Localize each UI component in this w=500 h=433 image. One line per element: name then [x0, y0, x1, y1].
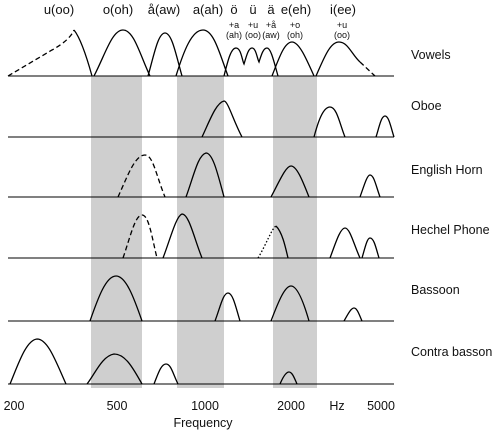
x-tick-label: 1000: [191, 399, 219, 413]
vowel-sub: (oo): [334, 30, 350, 40]
row-label-oboe: Oboe: [411, 99, 442, 113]
x-tick-label: 2000: [277, 399, 305, 413]
vowel-label: e(eh): [281, 2, 311, 17]
x-tick-label: 500: [107, 399, 128, 413]
vowel-label: o(oh): [103, 2, 133, 17]
vowel-sub: (aw): [262, 30, 280, 40]
vowel-i-curve: [315, 41, 361, 77]
band-1000: [177, 76, 224, 388]
vowel-label: a(ah): [193, 2, 223, 17]
vowel-sub: +u: [337, 20, 347, 30]
band-500: [91, 76, 142, 388]
vowel-oe-ue-ae-curve: [223, 47, 279, 77]
x-tick-label: 200: [4, 399, 25, 413]
vowels-curves: [7, 29, 376, 77]
row-baselines: [8, 75, 394, 385]
vowel-labels: u(oo) o(oh) å(aw) a(ah) ö +a (ah) ü +u (…: [44, 2, 356, 40]
oboe-curves: [201, 100, 395, 138]
x-axis-title: Frequency: [173, 416, 233, 430]
vowel-sub: +u: [248, 20, 258, 30]
row-label-contra-bassoon: Contra basson: [411, 345, 492, 359]
vowel-label: ö: [230, 2, 237, 17]
vowel-sub: +o: [290, 20, 300, 30]
vowel-label: u(oo): [44, 2, 74, 17]
formant-bands: [91, 76, 317, 388]
hechel-phone-curves: [122, 213, 380, 259]
x-axis: 200 500 1000 2000 Hz 5000 Frequency: [4, 399, 395, 430]
vowel-sub: (oh): [287, 30, 303, 40]
row-label-english-horn: English Horn: [411, 163, 483, 177]
vowel-e-curve: [271, 41, 315, 77]
contra-bassoon-curves: [9, 338, 298, 385]
vowel-u-curve: [7, 29, 75, 77]
vowel-label: ü: [249, 2, 256, 17]
vowel-label: ä: [267, 2, 275, 17]
row-label-hechel-phone: Hechel Phone: [411, 223, 490, 237]
vowel-aw-curve: [147, 32, 183, 77]
row-labels: Vowels Oboe English Horn Hechel Phone Ba…: [411, 48, 492, 359]
vowel-label: å(aw): [148, 2, 181, 17]
row-label-bassoon: Bassoon: [411, 283, 460, 297]
bassoon-curves: [89, 275, 363, 322]
vowel-sub: (oo): [245, 30, 261, 40]
english-horn-curves: [117, 152, 381, 198]
vowel-label: i(ee): [330, 2, 356, 17]
vowel-sub: (ah): [226, 30, 242, 40]
x-unit-label: Hz: [329, 399, 344, 413]
vowel-sub: +å: [266, 20, 276, 30]
row-label-vowels: Vowels: [411, 48, 451, 62]
x-tick-label: 5000: [367, 399, 395, 413]
vowel-sub: +a: [229, 20, 239, 30]
vowel-a-curve: [175, 29, 229, 77]
vowel-o-curve: [93, 29, 151, 77]
